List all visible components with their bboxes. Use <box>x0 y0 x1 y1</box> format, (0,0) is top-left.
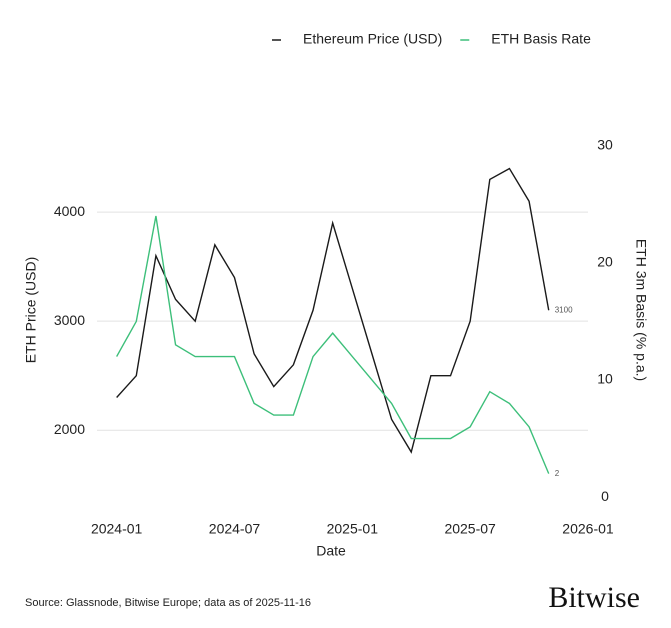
y2-tick-label: 30 <box>597 136 613 152</box>
legend-label: ETH Basis Rate <box>491 31 591 47</box>
logo: Bitwise <box>548 581 640 614</box>
x-tick-label: 2026-01 <box>562 521 614 537</box>
legend-label: Ethereum Price (USD) <box>303 31 442 47</box>
y2-axis-label: ETH 3m Basis (% p.a.) <box>633 239 649 381</box>
x-tick-label: 2024-07 <box>209 521 261 537</box>
x-tick-label: 2025-01 <box>327 521 379 537</box>
value-label: 3100 <box>555 305 573 314</box>
value-label: 2 <box>555 469 560 478</box>
data-line <box>116 167 550 454</box>
y-tick-label: 3000 <box>54 312 85 328</box>
source-note: Source: Glassnode, Bitwise Europe; data … <box>25 597 311 609</box>
x-axis-label: Date <box>316 543 346 559</box>
y2-tick-label: 20 <box>597 254 613 270</box>
y-axis-label: ETH Price (USD) <box>23 257 39 364</box>
y-tick-label: 2000 <box>54 421 85 437</box>
y2-tick-label: 0 <box>601 488 609 504</box>
x-tick-label: 2024-01 <box>91 521 143 537</box>
data-line <box>116 215 550 474</box>
y2-tick-label: 10 <box>597 371 613 387</box>
x-tick-label: 2025-07 <box>444 521 496 537</box>
y-tick-label: 4000 <box>54 203 85 219</box>
